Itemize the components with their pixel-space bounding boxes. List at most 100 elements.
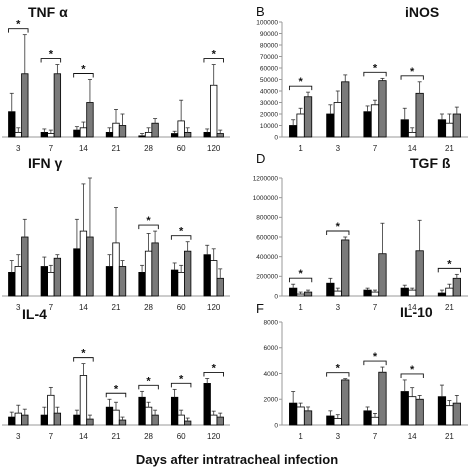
bar bbox=[47, 133, 55, 138]
bar bbox=[400, 119, 409, 138]
significance-bracket bbox=[288, 85, 313, 91]
bar bbox=[400, 287, 409, 297]
bar bbox=[408, 289, 417, 297]
significance-star: * bbox=[410, 364, 415, 376]
bar bbox=[370, 416, 380, 426]
bar bbox=[73, 414, 81, 426]
bar bbox=[326, 415, 335, 426]
panel-inos: 0 10000 20000 30000 40000 50000 60000 70000 8000… bbox=[256, 4, 468, 153]
significance-bracket bbox=[363, 360, 387, 366]
x-tick-label: 21 bbox=[445, 303, 454, 312]
bar bbox=[118, 125, 127, 138]
y-tick-label: 0 bbox=[274, 293, 278, 300]
bar bbox=[47, 271, 55, 297]
bar bbox=[170, 133, 179, 138]
bar bbox=[216, 416, 224, 426]
significance-star: * bbox=[373, 351, 378, 363]
x-tick-label: 3 bbox=[336, 432, 341, 441]
bar bbox=[21, 73, 29, 138]
x-tick-label: 21 bbox=[445, 144, 454, 153]
bar bbox=[138, 396, 146, 426]
bar bbox=[452, 402, 461, 426]
bar bbox=[326, 113, 335, 138]
bar bbox=[289, 125, 298, 138]
bar bbox=[105, 131, 114, 138]
bar bbox=[183, 250, 192, 297]
significance-bracket bbox=[437, 267, 462, 273]
bar bbox=[445, 287, 454, 297]
significance-star: * bbox=[336, 221, 341, 233]
x-tick-label: 7 bbox=[373, 432, 378, 441]
bar bbox=[170, 269, 179, 297]
bar bbox=[53, 257, 62, 297]
x-tick-label: 14 bbox=[408, 144, 417, 153]
bar bbox=[210, 260, 218, 297]
x-tick-label: 3 bbox=[336, 303, 341, 312]
bar bbox=[363, 410, 372, 426]
y-tick-label: 0 bbox=[274, 134, 278, 141]
x-tick-label: 1 bbox=[298, 432, 303, 441]
bar bbox=[86, 102, 94, 138]
x-tick-label: 7 bbox=[373, 303, 378, 312]
significance-star: * bbox=[81, 64, 86, 76]
bar bbox=[437, 396, 447, 426]
significance-bracket bbox=[138, 384, 159, 390]
bar bbox=[408, 396, 417, 426]
bar bbox=[296, 406, 305, 426]
y-tick-label: 80000 bbox=[260, 42, 278, 49]
panel-title: TNF α bbox=[28, 4, 68, 20]
bar bbox=[73, 248, 81, 297]
bar bbox=[73, 129, 81, 138]
bar bbox=[79, 375, 88, 426]
bar bbox=[303, 410, 313, 426]
x-tick-label: 28 bbox=[144, 432, 153, 441]
bar bbox=[363, 289, 372, 297]
y-tick-label: 2000 bbox=[264, 397, 279, 404]
panel-tgf: 0 200000 400000 600000 800000 1000000 1200000 T… bbox=[253, 151, 468, 312]
panel-letter: F bbox=[256, 301, 264, 316]
bar bbox=[216, 277, 224, 297]
significance-bracket bbox=[363, 71, 387, 77]
significance-star: * bbox=[447, 258, 452, 270]
x-tick-label: 1 bbox=[298, 303, 303, 312]
bar bbox=[112, 122, 120, 138]
panel-title: IFN γ bbox=[28, 155, 62, 171]
y-tick-label: 200000 bbox=[256, 274, 278, 281]
bar bbox=[452, 277, 461, 297]
bar bbox=[363, 111, 372, 138]
significance-star: * bbox=[16, 19, 21, 31]
bar bbox=[138, 271, 146, 297]
bar bbox=[105, 406, 114, 426]
bar bbox=[138, 135, 146, 138]
bar bbox=[86, 236, 94, 297]
y-tick-label: 800000 bbox=[256, 215, 278, 222]
bar bbox=[170, 396, 179, 426]
x-tick-label: 7 bbox=[49, 144, 54, 153]
bar bbox=[303, 291, 313, 297]
x-tick-label: 120 bbox=[207, 144, 221, 153]
significance-bracket bbox=[73, 73, 94, 78]
x-tick-label: 3 bbox=[16, 303, 21, 312]
bar bbox=[183, 420, 192, 426]
bar bbox=[203, 131, 211, 138]
bar bbox=[216, 133, 224, 138]
x-tick-label: 7 bbox=[373, 144, 378, 153]
x-tick-label: 14 bbox=[79, 432, 88, 441]
bar bbox=[21, 414, 29, 426]
significance-bracket bbox=[288, 277, 313, 283]
panel-letter: B bbox=[256, 4, 265, 19]
bar bbox=[8, 111, 16, 138]
bar bbox=[183, 131, 192, 138]
bar bbox=[151, 414, 159, 426]
y-tick-label: 40000 bbox=[260, 88, 278, 95]
significance-star: * bbox=[410, 66, 415, 78]
bar bbox=[14, 131, 22, 138]
panel-letter: D bbox=[256, 151, 265, 166]
bar bbox=[86, 418, 94, 426]
significance-star: * bbox=[179, 373, 184, 385]
x-tick-label: 1 bbox=[298, 144, 303, 153]
x-tick-label: 3 bbox=[336, 144, 341, 153]
x-tick-label: 3 bbox=[16, 144, 21, 153]
bar bbox=[437, 292, 447, 297]
significance-star: * bbox=[336, 363, 341, 375]
